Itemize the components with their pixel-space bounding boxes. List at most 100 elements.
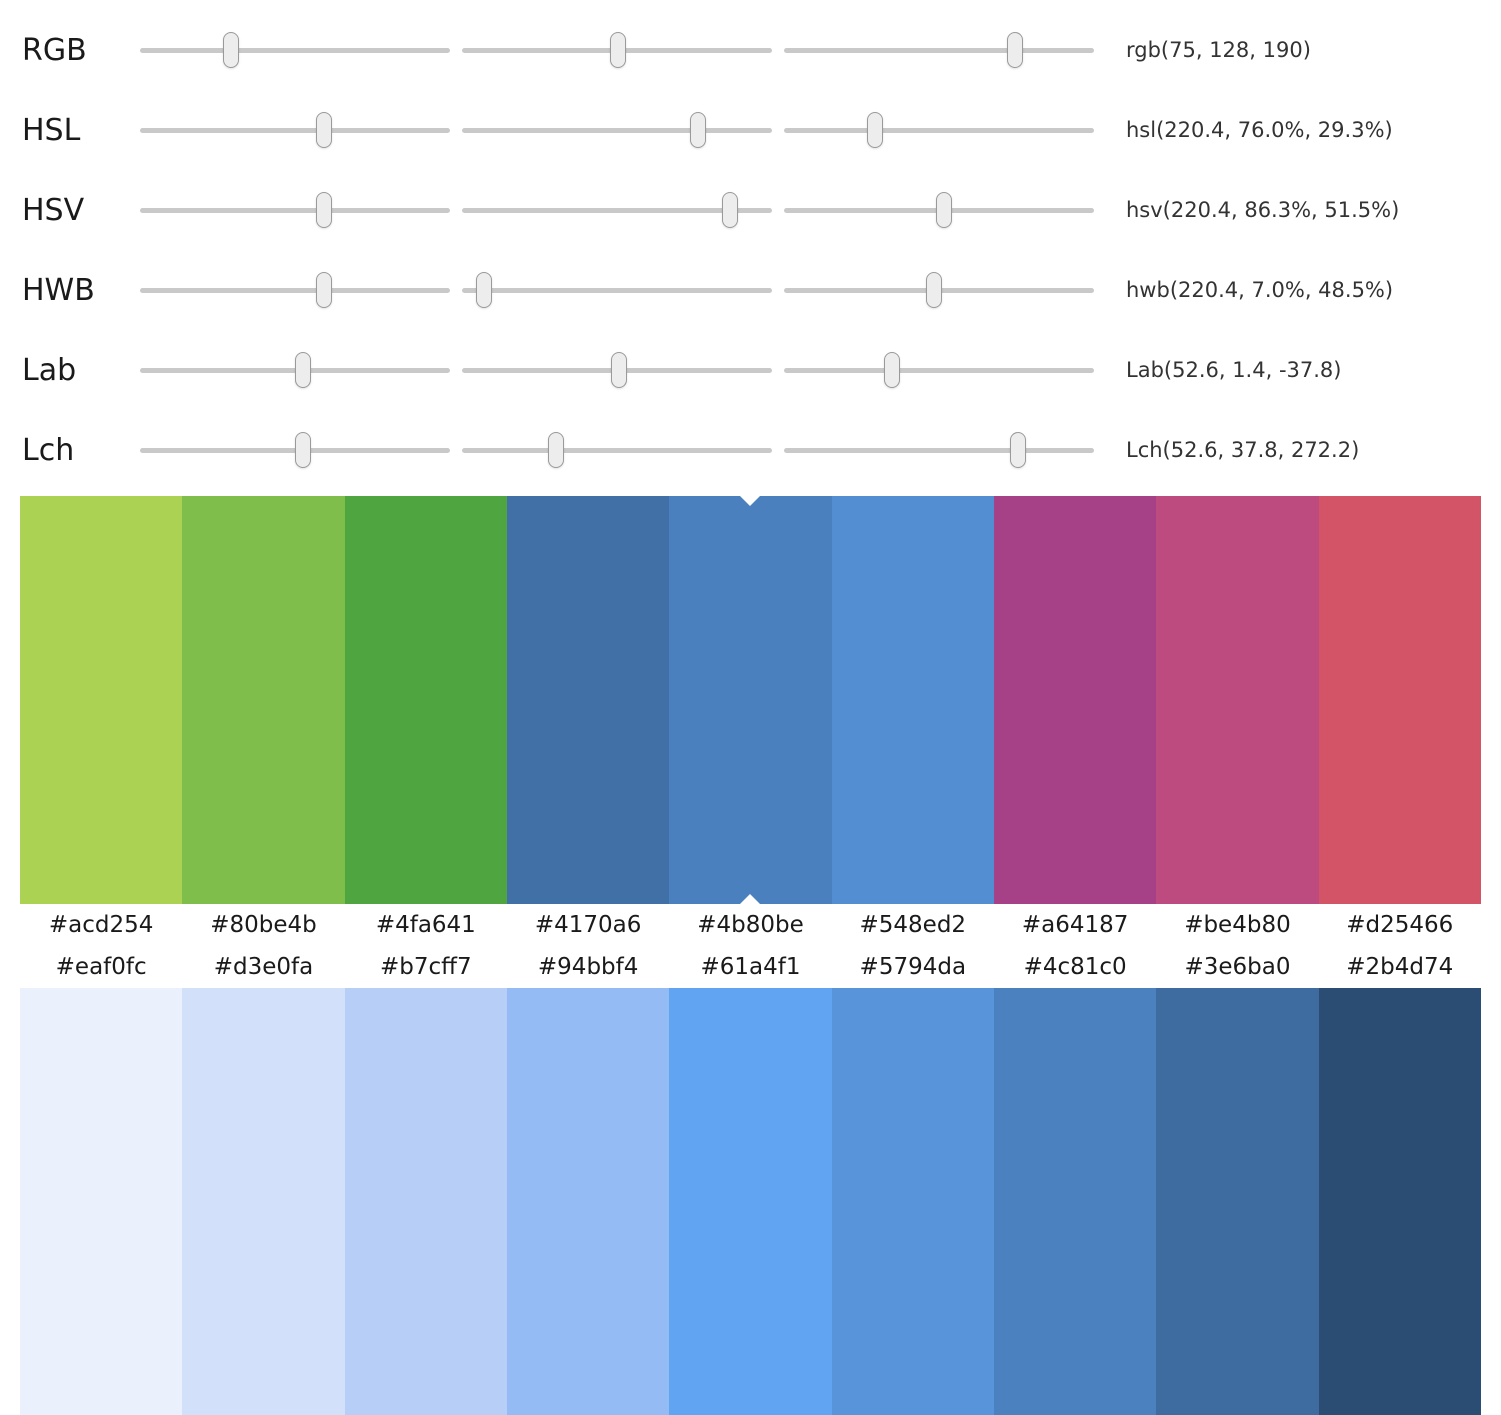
lab-slider-0[interactable] bbox=[140, 348, 450, 392]
slider-track[interactable] bbox=[784, 47, 1094, 53]
hex-label-3e6ba0: #3e6ba0 bbox=[1184, 954, 1291, 980]
swatch-4b80be[interactable] bbox=[669, 496, 832, 904]
slider-track[interactable] bbox=[462, 207, 772, 213]
hsv-slider-2[interactable] bbox=[784, 188, 1094, 232]
slider-thumb[interactable] bbox=[926, 272, 943, 308]
slider-thumb[interactable] bbox=[935, 192, 952, 228]
slider-thumb[interactable] bbox=[1010, 432, 1027, 468]
hex-label-80be4b: #80be4b bbox=[210, 912, 317, 938]
hex-label-acd254: #acd254 bbox=[48, 912, 154, 938]
swatch-4170a6[interactable] bbox=[506, 496, 670, 904]
shade-palette-labels: #eaf0fc #d3e0fa #b7cff7 #94bbf4 #61a4f1 #5794… bbox=[20, 946, 1481, 988]
slider-thumb[interactable] bbox=[316, 112, 333, 148]
hex-label-b7cff7: #b7cff7 bbox=[380, 954, 472, 980]
hwb-slider-2[interactable] bbox=[784, 268, 1094, 312]
slider-thumb[interactable] bbox=[547, 432, 564, 468]
slider-thumb[interactable] bbox=[866, 112, 883, 148]
hsv-slider-0[interactable] bbox=[140, 188, 450, 232]
lch-slider-1[interactable] bbox=[462, 428, 772, 472]
slider-row-rgb: RGB rgb(75, 128, 190) bbox=[0, 10, 1501, 90]
swatch-eaf0fc[interactable] bbox=[20, 988, 183, 1415]
slider-thumb[interactable] bbox=[689, 112, 706, 148]
swatch-acd254[interactable] bbox=[20, 496, 183, 904]
hex-label-61a4f1: #61a4f1 bbox=[700, 954, 801, 980]
slider-panel: RGB rgb(75, 128, 190) HSL hsl(220.4, 76.0%,… bbox=[0, 0, 1501, 490]
slider-thumb[interactable] bbox=[610, 352, 627, 388]
hsl-slider-2[interactable] bbox=[784, 108, 1094, 152]
slider-thumb[interactable] bbox=[295, 352, 312, 388]
hex-label-5794da: #5794da bbox=[859, 954, 967, 980]
swatch-d25466[interactable] bbox=[1318, 496, 1481, 904]
hex-label-548ed2: #548ed2 bbox=[859, 912, 967, 938]
slider-thumb[interactable] bbox=[316, 272, 333, 308]
slider-thumb[interactable] bbox=[884, 352, 901, 388]
hex-label-eaf0fc: #eaf0fc bbox=[55, 954, 147, 980]
slider-thumb[interactable] bbox=[721, 192, 738, 228]
slider-row-lch: Lch Lch(52.6, 37.8, 272.2) bbox=[0, 410, 1501, 490]
slider-track[interactable] bbox=[462, 447, 772, 453]
slider-track[interactable] bbox=[784, 127, 1094, 133]
slider-thumb[interactable] bbox=[609, 32, 626, 68]
rgb-slider-2[interactable] bbox=[784, 28, 1094, 72]
slider-track[interactable] bbox=[140, 367, 450, 373]
colorspace-label-hsl: HSL bbox=[22, 112, 81, 148]
slider-track[interactable] bbox=[462, 127, 772, 133]
lch-slider-2[interactable] bbox=[784, 428, 1094, 472]
slider-track[interactable] bbox=[140, 47, 450, 53]
swatch-b7cff7[interactable] bbox=[344, 988, 507, 1415]
hex-label-4170a6: #4170a6 bbox=[534, 912, 642, 938]
lab-slider-2[interactable] bbox=[784, 348, 1094, 392]
hwb-slider-1[interactable] bbox=[462, 268, 772, 312]
slider-track[interactable] bbox=[784, 367, 1094, 373]
swatch-94bbf4[interactable] bbox=[506, 988, 670, 1415]
hsl-slider-1[interactable] bbox=[462, 108, 772, 152]
swatch-5794da[interactable] bbox=[831, 988, 994, 1415]
hex-label-d25466: #d25466 bbox=[1346, 912, 1454, 938]
color-value-hsv: hsv(220.4, 86.3%, 51.5%) bbox=[1126, 198, 1400, 222]
hex-label-a64187: #a64187 bbox=[1021, 912, 1129, 938]
hex-label-2b4d74: #2b4d74 bbox=[1346, 954, 1454, 980]
slider-track[interactable] bbox=[462, 287, 772, 293]
shade-palette bbox=[20, 988, 1481, 1415]
swatch-2b4d74[interactable] bbox=[1318, 988, 1481, 1415]
slider-track[interactable] bbox=[140, 287, 450, 293]
color-value-rgb: rgb(75, 128, 190) bbox=[1126, 38, 1311, 62]
lab-slider-1[interactable] bbox=[462, 348, 772, 392]
slider-thumb[interactable] bbox=[295, 432, 312, 468]
lch-slider-0[interactable] bbox=[140, 428, 450, 472]
color-value-hwb: hwb(220.4, 7.0%, 48.5%) bbox=[1126, 278, 1394, 302]
swatch-be4b80[interactable] bbox=[1156, 496, 1319, 904]
hue-palette bbox=[20, 496, 1481, 904]
rgb-slider-1[interactable] bbox=[462, 28, 772, 72]
slider-thumb[interactable] bbox=[1006, 32, 1023, 68]
hsv-slider-1[interactable] bbox=[462, 188, 772, 232]
colorspace-label-hsv: HSV bbox=[22, 192, 85, 228]
slider-track[interactable] bbox=[140, 127, 450, 133]
slider-track[interactable] bbox=[784, 447, 1094, 453]
swatch-4c81c0[interactable] bbox=[993, 988, 1157, 1415]
slider-track[interactable] bbox=[140, 207, 450, 213]
swatch-d3e0fa[interactable] bbox=[182, 988, 345, 1415]
swatch-4fa641[interactable] bbox=[344, 496, 507, 904]
hsl-slider-0[interactable] bbox=[140, 108, 450, 152]
hue-palette-labels: #acd254 #80be4b #4fa641 #4170a6 #4b80be #548e… bbox=[20, 904, 1481, 946]
swatch-80be4b[interactable] bbox=[182, 496, 345, 904]
slider-track[interactable] bbox=[140, 447, 450, 453]
hex-label-be4b80: #be4b80 bbox=[1184, 912, 1291, 938]
slider-thumb[interactable] bbox=[475, 272, 492, 308]
slider-row-hwb: HWB hwb(220.4, 7.0%, 48.5%) bbox=[0, 250, 1501, 330]
colorspace-label-hwb: HWB bbox=[22, 272, 95, 308]
slider-thumb[interactable] bbox=[223, 32, 240, 68]
swatch-61a4f1[interactable] bbox=[669, 988, 832, 1415]
slider-row-hsv: HSV hsv(220.4, 86.3%, 51.5%) bbox=[0, 170, 1501, 250]
swatch-548ed2[interactable] bbox=[831, 496, 994, 904]
colorspace-label-rgb: RGB bbox=[22, 32, 87, 68]
slider-thumb[interactable] bbox=[316, 192, 333, 228]
color-value-lab: Lab(52.6, 1.4, -37.8) bbox=[1126, 358, 1342, 382]
rgb-slider-0[interactable] bbox=[140, 28, 450, 72]
swatch-a64187[interactable] bbox=[993, 496, 1157, 904]
swatch-3e6ba0[interactable] bbox=[1156, 988, 1319, 1415]
hex-label-4fa641: #4fa641 bbox=[375, 912, 476, 938]
color-value-lch: Lch(52.6, 37.8, 272.2) bbox=[1126, 438, 1360, 462]
hwb-slider-0[interactable] bbox=[140, 268, 450, 312]
